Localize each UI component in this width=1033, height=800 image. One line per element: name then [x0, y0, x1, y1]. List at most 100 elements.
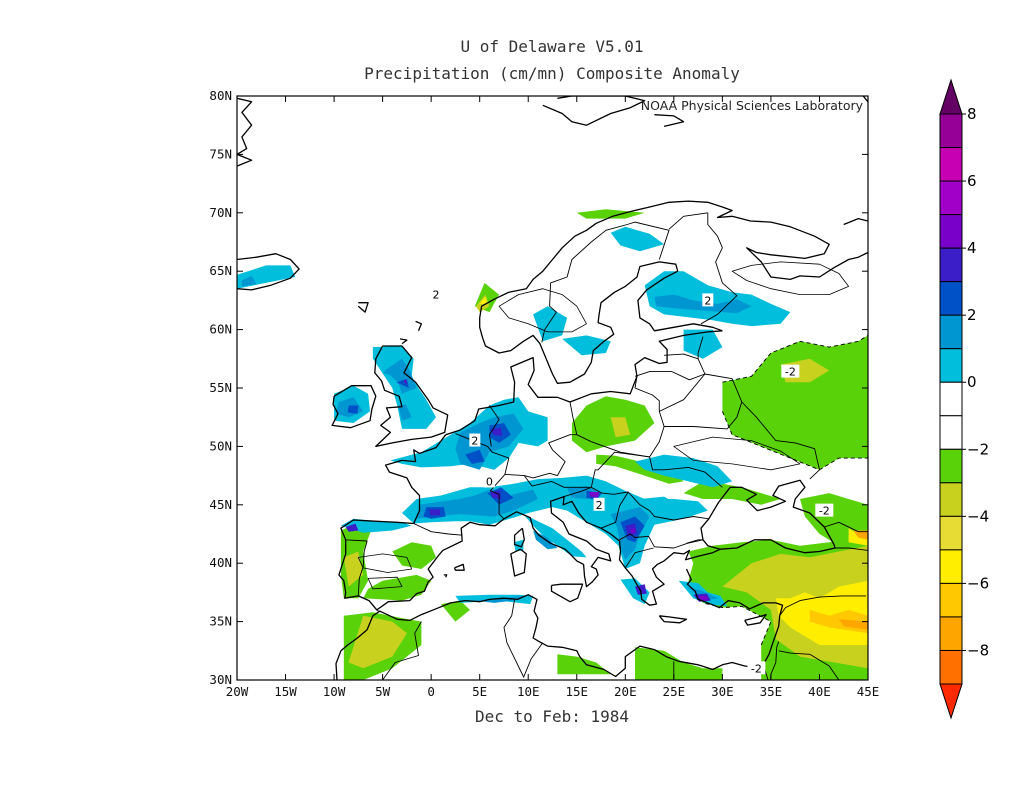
country-border — [619, 533, 704, 549]
coastline — [542, 96, 646, 126]
contour-label-box — [483, 474, 495, 488]
country-border — [563, 486, 709, 521]
colorbar-tick-label: 0 — [967, 373, 977, 391]
coastline — [862, 96, 868, 103]
colorbar-min-triangle — [939, 683, 963, 720]
anomaly-region — [465, 449, 485, 464]
lat-tick-label: 35N — [209, 614, 232, 629]
negative-contour-line — [702, 602, 772, 646]
anomaly-shading — [237, 209, 868, 680]
lat-tick-label: 30N — [209, 672, 232, 687]
coastline — [415, 320, 423, 332]
contour-label: 2 — [704, 294, 711, 307]
coastline — [374, 345, 449, 448]
anomaly-region — [398, 404, 412, 421]
contour-label: -2 — [751, 662, 762, 675]
country-border — [824, 521, 868, 533]
lon-tick-label: 35E — [760, 684, 783, 699]
lat-tick-label: 40N — [209, 555, 232, 570]
country-border — [576, 376, 665, 458]
lon-tick-label: 10E — [517, 684, 540, 699]
latitude-axis: 80N 75N 70N 65N 60N 55N 50N 45N 40N 35N 30N — [209, 88, 868, 687]
country-border — [700, 212, 738, 325]
colorbar-segment — [939, 147, 963, 182]
coastline — [399, 338, 408, 345]
country-border — [697, 336, 704, 359]
coastlines-and-borders — [237, 96, 868, 680]
coastline — [510, 548, 527, 577]
country-border — [522, 642, 544, 678]
anomaly-region — [490, 490, 501, 499]
colorbar-tick-label: −4 — [967, 507, 989, 525]
anomaly-region — [683, 481, 781, 505]
contour-label: -2 — [785, 366, 796, 379]
anomaly-region — [384, 358, 417, 394]
colorbar-segment — [939, 482, 963, 517]
coastline — [453, 563, 465, 571]
colorbar-segment — [939, 582, 963, 618]
lon-tick-label: 20W — [226, 684, 249, 699]
colorbar-max-triangle — [939, 78, 963, 115]
lon-tick-label: 5E — [472, 684, 487, 699]
colorbar-segment — [939, 281, 963, 316]
lon-tick-label: 15E — [565, 684, 588, 699]
colorbar-segment — [939, 448, 963, 484]
colorbar-segment — [939, 415, 963, 450]
title-line-2: Precipitation (cm/mn) Composite Anomaly — [364, 64, 740, 83]
coastline — [331, 385, 377, 429]
anomaly-region — [241, 275, 257, 287]
colorbar-segment — [939, 649, 963, 685]
contour-label-box — [815, 503, 834, 517]
anomaly-region — [382, 369, 395, 377]
contour-line — [673, 436, 801, 471]
country-border — [600, 491, 629, 529]
contour-line — [498, 288, 587, 333]
colorbar-segment — [939, 616, 963, 651]
anomaly-region — [557, 654, 611, 675]
country-border — [778, 650, 840, 680]
negative-contour-line — [722, 335, 868, 383]
contour-line — [367, 576, 403, 590]
contour-label-box — [430, 287, 442, 301]
country-border — [541, 221, 670, 343]
anomaly-region — [392, 542, 436, 569]
colorbar-segment — [939, 247, 963, 283]
contour-line — [731, 261, 849, 295]
anomaly-region — [416, 489, 538, 519]
colorbar: 8 6 4 2 0 −2 −4 −6 −8 — [939, 78, 989, 720]
anomaly-region — [363, 574, 432, 601]
lon-tick-label: 40E — [808, 684, 831, 699]
coastline — [654, 114, 685, 128]
colorbar-segment — [939, 113, 963, 149]
anomaly-region — [635, 454, 733, 488]
anomaly-region — [479, 296, 488, 304]
colorbar-tick-label: −2 — [967, 440, 989, 458]
anomaly-region — [491, 427, 502, 436]
map-panel: 2 2 0 2 2 -2 -2 -2 NOAA Physical Sciences Labor… — [236, 95, 869, 681]
country-border — [344, 539, 368, 596]
contour-labels: 2 2 0 2 2 -2 -2 -2 — [430, 287, 834, 675]
contour-label: 0 — [486, 475, 493, 488]
colorbar-segment — [939, 214, 963, 249]
anomaly-region — [347, 405, 359, 414]
anomaly-region — [635, 647, 723, 680]
colorbar-tick-label: −6 — [967, 574, 989, 592]
colorbar-segment — [939, 549, 963, 584]
anomaly-region — [722, 335, 868, 470]
anomaly-region — [610, 417, 631, 438]
credit-label: NOAA Physical Sciences Laboratory — [641, 98, 864, 113]
anomaly-region — [348, 615, 407, 669]
country-border — [376, 609, 379, 612]
contour-line — [357, 553, 413, 573]
colorbar-segment — [939, 314, 963, 350]
anomaly-region — [838, 619, 868, 630]
lat-tick-label: 80N — [209, 88, 232, 103]
coastline — [335, 568, 784, 680]
coastline — [338, 434, 836, 611]
contour-label-box — [702, 293, 714, 307]
colorbar-tick-label: 6 — [967, 172, 977, 190]
lon-tick-label: 25E — [663, 684, 686, 699]
lat-tick-label: 65N — [209, 263, 232, 278]
colorbar-segment — [939, 515, 963, 551]
country-border — [504, 401, 578, 479]
